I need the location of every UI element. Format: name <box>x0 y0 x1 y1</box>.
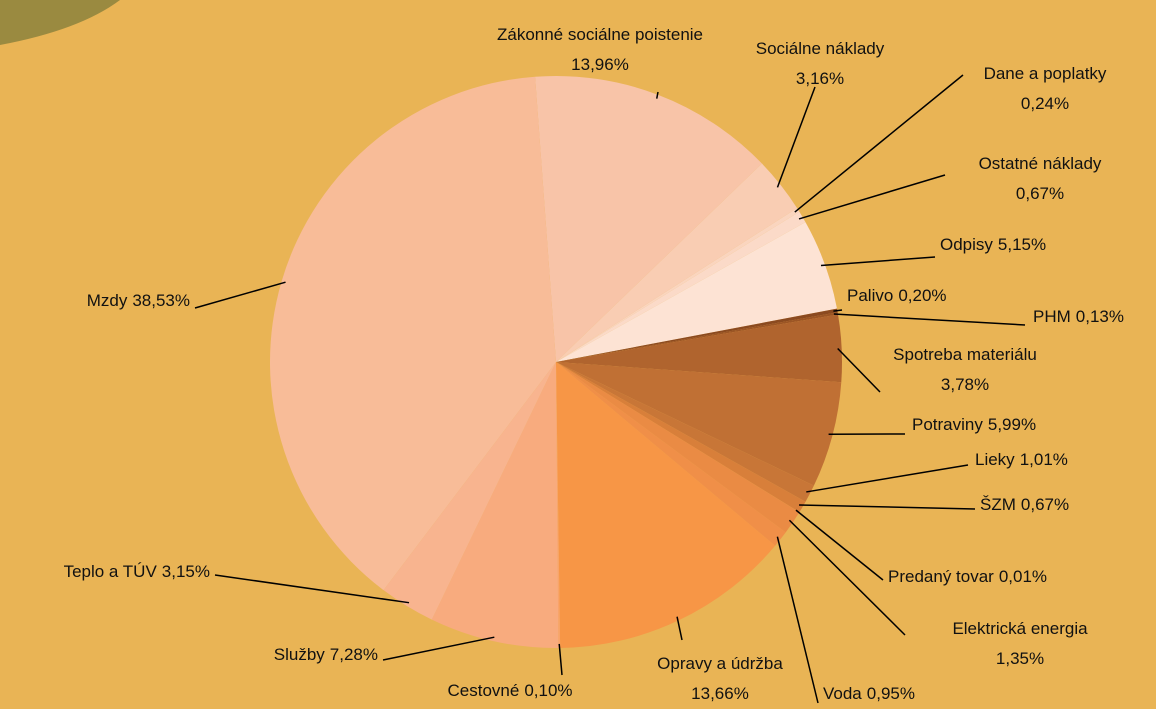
slice <box>431 362 559 648</box>
slice-label: Ostatné náklady 0,67% <box>979 154 1102 203</box>
slice <box>556 308 838 362</box>
leader-line <box>656 91 659 99</box>
category-name: Odpisy <box>940 235 993 254</box>
slice-label: Opravy a údržba 13,66% <box>657 654 783 703</box>
category-name: Potraviny <box>912 415 983 434</box>
value-label: 0,24% <box>1021 94 1069 113</box>
value-label: 5,15% <box>998 235 1046 254</box>
category-name: Služby <box>274 645 326 664</box>
value-label: 0,13% <box>1076 307 1124 326</box>
slice <box>556 362 800 513</box>
leader-line <box>833 313 1026 326</box>
category-name: PHM <box>1033 307 1071 326</box>
leader-line <box>837 347 881 393</box>
value-label: 13,66% <box>691 684 749 703</box>
slice <box>556 362 842 486</box>
leader-line <box>214 574 410 604</box>
value-label: 38,53% <box>132 291 190 310</box>
leader-line <box>676 616 683 641</box>
leader-line <box>558 643 563 676</box>
slice-label: Potraviny 5,99% <box>912 415 1036 434</box>
category-name: ŠZM <box>980 495 1016 514</box>
slice-label: Lieky 1,01% <box>975 450 1068 469</box>
slice-label: Cestovné 0,10% <box>447 681 572 700</box>
value-label: 13,96% <box>571 55 629 74</box>
slice-label: Dane a poplatky 0,24% <box>984 64 1107 113</box>
leader-line <box>794 74 964 213</box>
value-label: 3,16% <box>796 69 844 88</box>
leader-line <box>776 86 816 188</box>
category-name: Elektrická energia <box>952 619 1088 638</box>
value-label: 0,20% <box>898 286 946 305</box>
slice <box>556 362 786 546</box>
corner-decoration <box>0 0 120 45</box>
slice-label: ŠZM 0,67% <box>980 495 1069 514</box>
slice-label: Zákonné sociálne poistenie 13,96% <box>497 25 703 74</box>
category-name: Palivo <box>847 286 893 305</box>
slice <box>556 163 798 362</box>
slice-label: Predaný tovar 0,01% <box>888 567 1047 586</box>
value-label: 0,67% <box>1021 495 1069 514</box>
value-label: 0,01% <box>999 567 1047 586</box>
slice-label: Voda 0,95% <box>823 684 915 703</box>
labels: Zákonné sociálne poistenie 13,96% Sociálne… <box>64 25 1124 703</box>
leader-line <box>795 509 884 581</box>
slice-label: Služby 7,28% <box>274 645 378 664</box>
category-name: Dane a poplatky <box>984 64 1107 83</box>
category-name: Lieky <box>975 450 1015 469</box>
slice-label: Odpisy 5,15% <box>940 235 1046 254</box>
category-name: Spotreba materiálu <box>893 345 1037 364</box>
leader-line <box>194 281 286 309</box>
leader-line <box>776 536 819 704</box>
slice <box>556 211 806 362</box>
value-label: 0,67% <box>1016 184 1064 203</box>
leader-line <box>798 174 946 220</box>
category-name: Zákonné sociálne poistenie <box>497 25 703 44</box>
slice <box>383 362 556 620</box>
category-name: Teplo a TÚV <box>64 562 158 581</box>
slice <box>269 76 556 591</box>
value-label: 0,10% <box>524 681 572 700</box>
category-name: Voda <box>823 684 862 703</box>
pie <box>269 75 842 648</box>
category-name: Sociálne náklady <box>756 39 885 58</box>
slice-label: Teplo a TÚV 3,15% <box>64 562 210 581</box>
slice-label: Sociálne náklady 3,16% <box>756 39 885 88</box>
slice <box>556 208 800 362</box>
slice <box>556 314 842 383</box>
slice-label: Spotreba materiálu 3,78% <box>893 345 1037 394</box>
value-label: 5,99% <box>988 415 1036 434</box>
value-label: 3,78% <box>941 375 989 394</box>
leader-line <box>788 519 906 636</box>
value-label: 0,95% <box>867 684 915 703</box>
slice <box>556 222 837 362</box>
leader-line <box>799 504 976 510</box>
slice <box>556 312 839 362</box>
leader-line <box>806 464 969 493</box>
slice <box>556 362 814 502</box>
slice-label: Palivo 0,20% <box>847 286 947 305</box>
value-label: 3,15% <box>162 562 210 581</box>
category-name: Mzdy <box>87 291 128 310</box>
category-name: Predaný tovar <box>888 567 994 586</box>
leader-line <box>820 256 936 267</box>
slice <box>556 362 806 513</box>
leader-line <box>833 309 843 312</box>
category-name: Cestovné <box>447 681 519 700</box>
slice <box>535 75 762 362</box>
slice <box>556 362 800 533</box>
leader-line <box>382 636 495 661</box>
slice <box>556 362 776 648</box>
slice-label: Elektrická energia 1,35% <box>952 619 1088 668</box>
category-name: Ostatné náklady <box>979 154 1102 173</box>
slice-label: PHM 0,13% <box>1033 307 1124 326</box>
category-name: Opravy a údržba <box>657 654 783 673</box>
value-label: 1,35% <box>996 649 1044 668</box>
slice-label: Mzdy 38,53% <box>87 291 190 310</box>
value-label: 1,01% <box>1020 450 1068 469</box>
value-label: 7,28% <box>330 645 378 664</box>
slice <box>556 362 561 648</box>
